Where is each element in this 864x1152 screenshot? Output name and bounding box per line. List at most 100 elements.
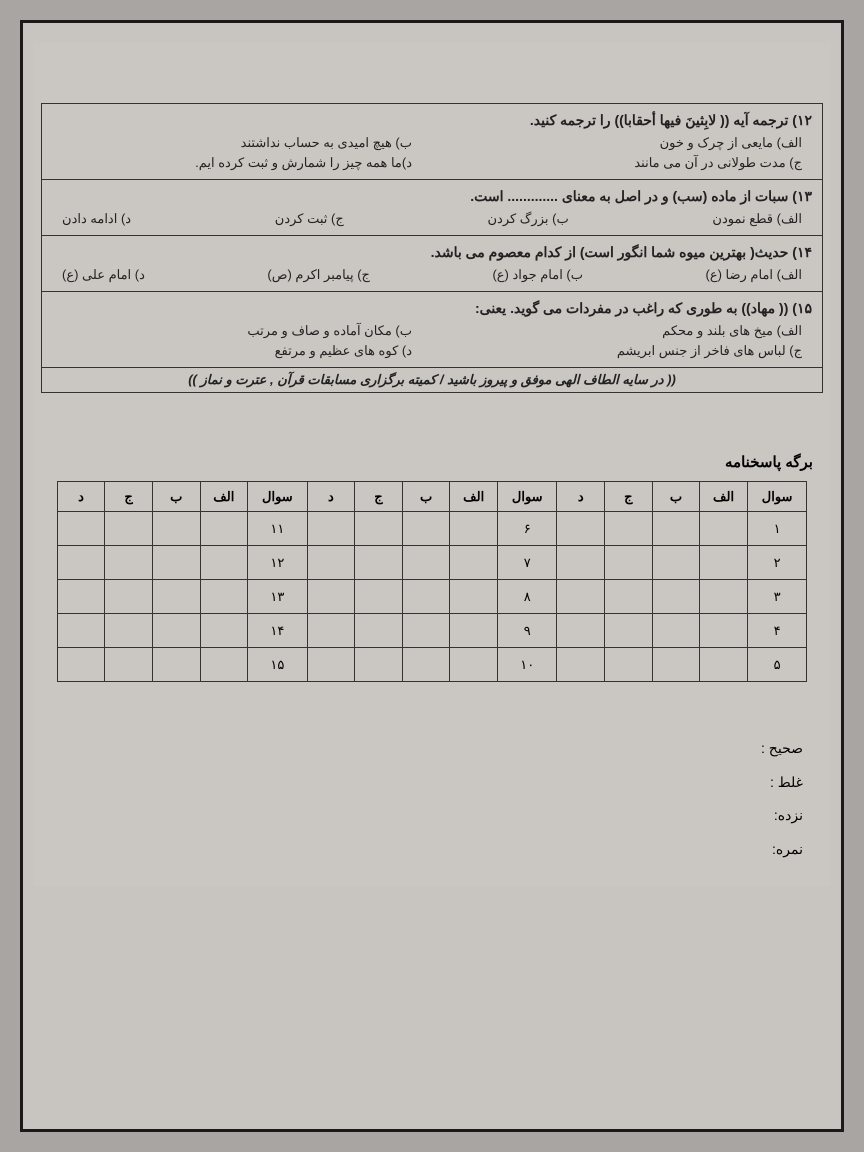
cell[interactable] xyxy=(402,512,450,546)
cell[interactable] xyxy=(57,512,105,546)
cell[interactable] xyxy=(402,580,450,614)
cell-q: ۲ xyxy=(747,546,807,580)
options-row: الف) امام رضا (ع) ب) امام جواد (ع) ج) پی… xyxy=(52,267,812,283)
question-15: ۱۵) (( مهاد)) به طوری که راغب در مفردات … xyxy=(42,292,822,368)
cell[interactable] xyxy=(307,580,355,614)
cell[interactable] xyxy=(355,580,403,614)
cell[interactable] xyxy=(402,614,450,648)
cell-q: ۱۱ xyxy=(248,512,308,546)
cell[interactable] xyxy=(105,512,153,546)
cell[interactable] xyxy=(307,512,355,546)
cell[interactable] xyxy=(57,580,105,614)
cell[interactable] xyxy=(307,648,355,682)
score-section: صحیح : غلط : نزده: نمره: xyxy=(41,732,823,866)
cell[interactable] xyxy=(105,546,153,580)
cell[interactable] xyxy=(152,546,200,580)
cell[interactable] xyxy=(105,648,153,682)
cell[interactable] xyxy=(200,580,248,614)
cell[interactable] xyxy=(450,614,498,648)
score-blank: نزده: xyxy=(41,799,803,833)
question-number: ۱۳ xyxy=(797,188,812,204)
cell[interactable] xyxy=(355,614,403,648)
question-title: ۱۴) حدیث( بهترین میوه شما انگور است) از … xyxy=(52,244,812,261)
cell[interactable] xyxy=(700,614,748,648)
cell[interactable] xyxy=(57,648,105,682)
question-title: ۱۳) سبات از ماده (سب) و در اصل به معنای … xyxy=(52,188,812,205)
cell[interactable] xyxy=(700,546,748,580)
cell[interactable] xyxy=(652,580,700,614)
cell[interactable] xyxy=(57,546,105,580)
score-correct: صحیح : xyxy=(41,732,803,766)
cell[interactable] xyxy=(557,614,605,648)
th-q2: سوال xyxy=(497,482,557,512)
cell-q: ۳ xyxy=(747,580,807,614)
cell[interactable] xyxy=(700,512,748,546)
option-b: ب) هیچ امیدی به حساب نداشتند xyxy=(62,135,412,151)
cell[interactable] xyxy=(307,546,355,580)
cell[interactable] xyxy=(355,546,403,580)
cell[interactable] xyxy=(200,614,248,648)
cell[interactable] xyxy=(605,614,653,648)
th-a2: الف xyxy=(450,482,498,512)
cell[interactable] xyxy=(450,546,498,580)
question-text: ترجمه آیه (( لابِثینَ فیها أحقابا)) را ت… xyxy=(530,112,789,128)
cell-q: ۴ xyxy=(747,614,807,648)
cell[interactable] xyxy=(450,648,498,682)
cell[interactable] xyxy=(700,648,748,682)
cell[interactable] xyxy=(700,580,748,614)
cell-q: ۶ xyxy=(497,512,557,546)
cell[interactable] xyxy=(402,648,450,682)
cell[interactable] xyxy=(605,546,653,580)
cell[interactable] xyxy=(402,546,450,580)
th-c1: ج xyxy=(605,482,653,512)
cell[interactable] xyxy=(450,580,498,614)
cell[interactable] xyxy=(652,546,700,580)
cell[interactable] xyxy=(605,580,653,614)
cell[interactable] xyxy=(557,512,605,546)
options-grid: الف) میخ های بلند و محکم ب) مکان آماده و… xyxy=(52,323,812,359)
cell[interactable] xyxy=(652,614,700,648)
cell[interactable] xyxy=(105,614,153,648)
cell[interactable] xyxy=(355,648,403,682)
answer-row: ۵ ۱۰ ۱۵ xyxy=(57,648,807,682)
th-b3: ب xyxy=(152,482,200,512)
cell[interactable] xyxy=(57,614,105,648)
cell[interactable] xyxy=(152,512,200,546)
cell[interactable] xyxy=(605,648,653,682)
question-title: ۱۵) (( مهاد)) به طوری که راغب در مفردات … xyxy=(52,300,812,317)
question-text: (( مهاد)) به طوری که راغب در مفردات می گ… xyxy=(475,300,788,316)
th-a1: الف xyxy=(700,482,748,512)
cell-q: ۱۳ xyxy=(248,580,308,614)
option-d: د) کوه های عظیم و مرتفع xyxy=(62,343,412,359)
cell[interactable] xyxy=(652,648,700,682)
answer-row: ۲ ۷ ۱۲ xyxy=(57,546,807,580)
cell[interactable] xyxy=(557,648,605,682)
cell[interactable] xyxy=(105,580,153,614)
th-c2: ج xyxy=(355,482,403,512)
option-c: ج) پیامبر اکرم (ص) xyxy=(267,267,370,283)
answer-row: ۳ ۸ ۱۳ xyxy=(57,580,807,614)
cell[interactable] xyxy=(152,648,200,682)
answer-body: ۱ ۶ ۱۱ ۲ ۷ ۱۲ ۳ ۸ ۱۳ ۴ ۹ ۱۴ xyxy=(57,512,807,682)
cell[interactable] xyxy=(307,614,355,648)
th-q3: سوال xyxy=(248,482,308,512)
th-c3: ج xyxy=(105,482,153,512)
page-frame: ۱۲) ترجمه آیه (( لابِثینَ فیها أحقابا)) … xyxy=(20,20,844,1132)
cell[interactable] xyxy=(450,512,498,546)
question-12: ۱۲) ترجمه آیه (( لابِثینَ فیها أحقابا)) … xyxy=(42,104,822,180)
cell[interactable] xyxy=(652,512,700,546)
th-b1: ب xyxy=(652,482,700,512)
cell[interactable] xyxy=(557,546,605,580)
cell[interactable] xyxy=(200,512,248,546)
th-b2: ب xyxy=(402,482,450,512)
cell[interactable] xyxy=(152,614,200,648)
cell-q: ۱۵ xyxy=(248,648,308,682)
footer-note: (( در سایه الطاف الهی موفق و پیروز باشید… xyxy=(42,368,822,392)
cell[interactable] xyxy=(355,512,403,546)
cell[interactable] xyxy=(557,580,605,614)
cell[interactable] xyxy=(200,546,248,580)
cell[interactable] xyxy=(152,580,200,614)
options-row: الف) قطع نمودن ب) بزرگ کردن ج) ثبت کردن … xyxy=(52,211,812,227)
cell[interactable] xyxy=(605,512,653,546)
cell[interactable] xyxy=(200,648,248,682)
